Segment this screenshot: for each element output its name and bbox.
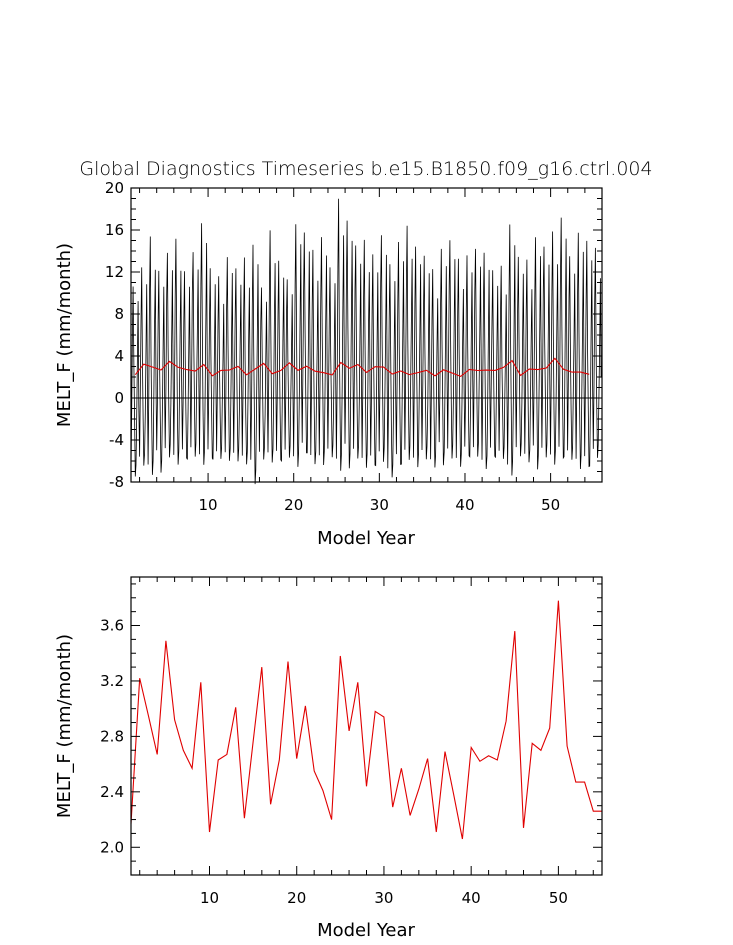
top-y-axis-label: MELT_F (mm/month) [54,243,75,427]
bottom-y-tick-label: 2.8 [100,727,124,745]
top-y-tick-label: 8 [114,305,124,323]
bottom-y-tick-label: 2.4 [100,783,124,801]
monthly-series-line [130,198,602,485]
bottom-annual-series-line [130,600,602,840]
top-y-tick-label: -4 [109,431,124,449]
bottom-x-axis-label: Model Year [317,920,415,941]
top-y-tick-label: 16 [105,221,124,239]
top-x-tick-label: 20 [284,496,303,514]
top-x-axis-label: Model Year [317,528,415,549]
monthly-timeseries-chart: 10 20 30 40 50 -8 -4 0 4 8 12 16 20 Model Year MELT_… [54,179,603,549]
bottom-x-tick-label: 40 [462,889,481,907]
bottom-x-tick-label: 50 [549,889,568,907]
bottom-y-tick-label: 2.0 [100,838,124,856]
top-y-tick-label: 0 [114,389,124,407]
bottom-plot-frame [130,576,603,876]
bottom-y-tick-label: 3.6 [100,617,124,635]
top-x-tick-label: 30 [370,496,389,514]
top-annual-series-line [134,357,590,378]
top-x-tick-label: 10 [199,496,218,514]
figure-title: Global Diagnostics Timeseries b.e15.B185… [79,158,652,180]
top-y-tick-label: 12 [105,263,124,281]
bottom-y-axis-label: MELT_F (mm/month) [54,634,75,818]
top-y-tick-label: 20 [105,179,124,197]
bottom-x-tick-label: 20 [287,889,306,907]
bottom-x-tick-label: 10 [200,889,219,907]
top-x-tick-label: 50 [541,496,560,514]
bottom-y-tick-label: 3.2 [100,672,124,690]
top-y-tick-label: 4 [114,347,124,365]
annual-timeseries-chart: 10 20 30 40 50 2.0 2.4 2.8 3.2 3.6 Model Year MEL… [54,576,603,941]
top-y-tick-label: -8 [109,473,124,491]
top-x-tick-label: 40 [455,496,474,514]
bottom-x-tick-label: 30 [374,889,393,907]
